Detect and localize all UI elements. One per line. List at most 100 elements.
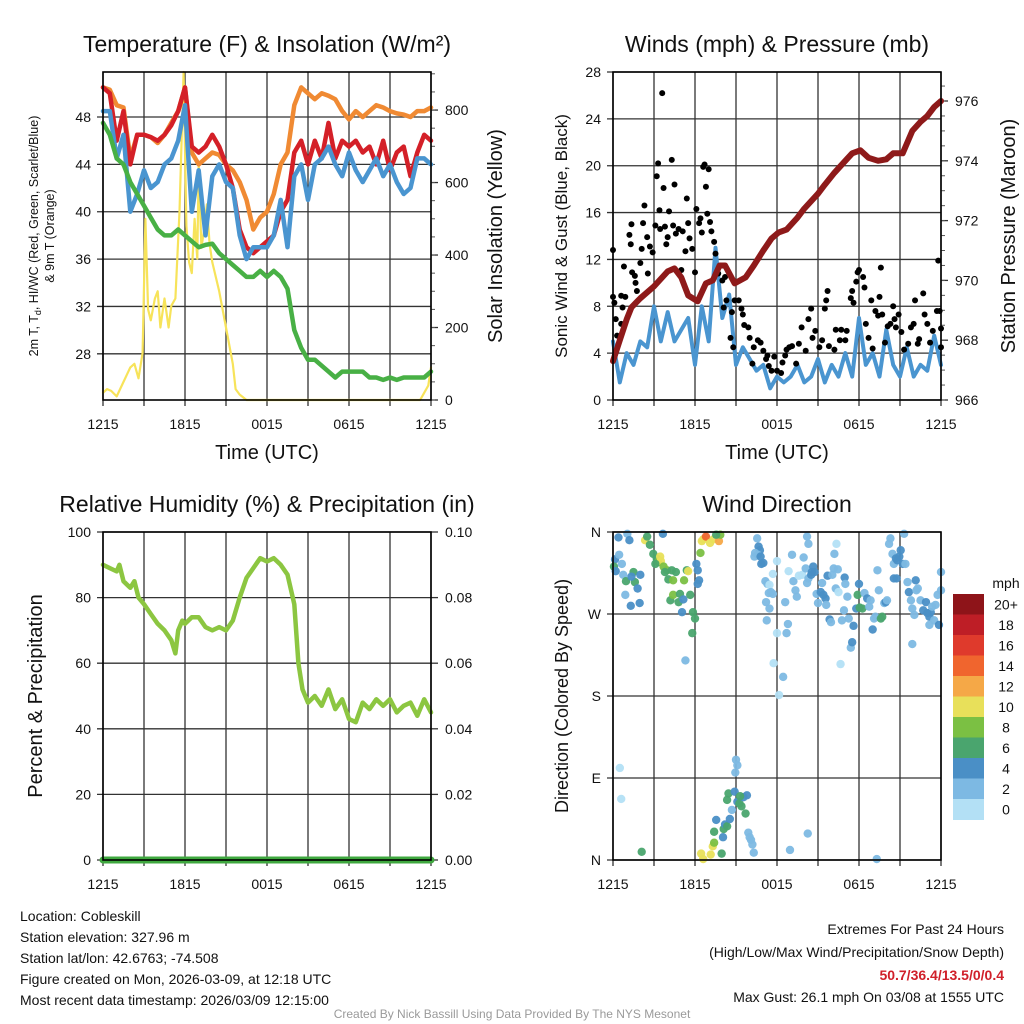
direction-point xyxy=(711,815,721,825)
gust-point xyxy=(612,316,619,323)
gust-point xyxy=(825,343,832,350)
y2-tick-label: 0.08 xyxy=(445,590,472,606)
gust-point xyxy=(929,327,936,334)
direction-point xyxy=(785,845,795,855)
direction-point xyxy=(718,833,728,842)
y-tick-label: 32 xyxy=(75,298,91,314)
gust-point xyxy=(831,346,838,353)
gust-point xyxy=(722,274,729,280)
credit-text: Created By Nick Bassill Using Data Provi… xyxy=(334,1007,691,1021)
gust-point xyxy=(735,297,742,304)
direction-point xyxy=(925,620,934,630)
gust-point xyxy=(620,263,627,270)
x-tick-label: 1815 xyxy=(679,416,710,432)
gust-point xyxy=(723,297,730,304)
gust-point xyxy=(809,334,816,341)
gust-point xyxy=(653,173,660,180)
footer: Location: Cobleskill Station elevation: … xyxy=(20,908,1004,1021)
colorbar-swatch xyxy=(953,737,984,759)
series-line-9m-t xyxy=(100,85,434,232)
colorbar-swatch xyxy=(953,676,984,697)
y-tick-label: W xyxy=(588,606,602,622)
gust-point xyxy=(656,207,663,214)
gust-point xyxy=(661,223,668,230)
gust-point xyxy=(779,359,786,366)
gust-point xyxy=(668,156,675,163)
direction-point xyxy=(821,594,830,603)
y-tick-label: 4 xyxy=(593,345,601,361)
gust-point xyxy=(738,305,745,312)
extremes-title: Extremes For Past 24 Hours xyxy=(827,921,1004,937)
y-tick-label: 20 xyxy=(75,786,91,802)
gust-point xyxy=(649,249,656,256)
direction-point xyxy=(764,588,773,598)
gust-point xyxy=(672,230,679,237)
y-tick-label: 80 xyxy=(75,590,91,606)
direction-point xyxy=(801,564,810,573)
direction-point xyxy=(614,550,624,559)
direction-point xyxy=(765,580,774,590)
direction-point xyxy=(668,590,678,600)
gust-point xyxy=(916,336,923,343)
gust-point xyxy=(869,345,876,352)
direction-point xyxy=(677,607,687,617)
gust-point xyxy=(637,259,644,266)
direction-point xyxy=(807,567,817,577)
direction-point xyxy=(899,529,909,539)
direction-point xyxy=(693,566,702,575)
gust-point xyxy=(640,220,647,227)
direction-point xyxy=(908,639,917,649)
y-tick-label: N xyxy=(591,524,601,540)
gust-point xyxy=(682,248,689,255)
direction-point xyxy=(799,553,808,562)
y-tick-label: S xyxy=(592,688,601,704)
direction-point xyxy=(617,559,627,569)
gust-point xyxy=(757,339,764,346)
gust-point xyxy=(689,245,696,252)
y2-tick-label: 200 xyxy=(445,320,469,336)
direction-point xyxy=(633,584,642,593)
direction-point xyxy=(696,548,705,558)
gust-point xyxy=(895,311,902,318)
gust-point xyxy=(812,327,819,334)
x-tick-label: 0015 xyxy=(761,876,792,892)
direction-point xyxy=(617,794,626,804)
direction-point xyxy=(853,590,862,600)
y2-tick-label: 970 xyxy=(955,272,979,288)
direction-point xyxy=(803,829,812,838)
direction-point xyxy=(706,850,715,859)
gust-point xyxy=(666,208,673,215)
y-tick-label: 20 xyxy=(585,158,601,174)
direction-point xyxy=(837,616,847,625)
panel-title: Relative Humidity (%) & Precipitation (i… xyxy=(59,491,474,517)
figure-created-text: Figure created on Mon, 2026-03-09, at 12… xyxy=(20,971,331,987)
direction-point xyxy=(901,559,910,569)
y-axis-label: 2m T, Td, HI/WC (Red, Green, Scarlet/Blu… xyxy=(27,116,43,357)
gust-point xyxy=(821,305,828,312)
direction-point xyxy=(872,854,881,864)
colorbar-label: 2 xyxy=(1002,781,1010,797)
gust-point xyxy=(879,311,886,318)
y-axis-label: Direction (Colored By Speed) xyxy=(552,579,572,813)
gust-point xyxy=(789,343,796,350)
y-axis-label-line2: & 9m T (Orange) xyxy=(43,189,57,282)
direction-point xyxy=(733,761,742,770)
y-tick-label: 48 xyxy=(75,109,91,125)
colorbar-swatch xyxy=(953,614,984,636)
x-tick-label: 1215 xyxy=(597,416,628,432)
direction-point xyxy=(756,552,765,561)
gust-point xyxy=(912,297,919,304)
gust-point xyxy=(704,210,711,217)
direction-point xyxy=(722,822,732,831)
direction-point xyxy=(660,567,670,577)
x-tick-label: 0015 xyxy=(251,416,282,432)
y-axis-label: Sonic Wind & Gust (Blue, Black) xyxy=(552,114,571,358)
gust-point xyxy=(849,288,856,295)
colorbar-swatch xyxy=(953,758,984,779)
gust-point xyxy=(860,274,867,280)
direction-point xyxy=(679,576,689,585)
panel-title: Temperature (F) & Insolation (W/m²) xyxy=(83,31,451,57)
gust-point xyxy=(793,360,800,367)
y-tick-label: 40 xyxy=(75,721,91,737)
gust-point xyxy=(872,307,879,314)
